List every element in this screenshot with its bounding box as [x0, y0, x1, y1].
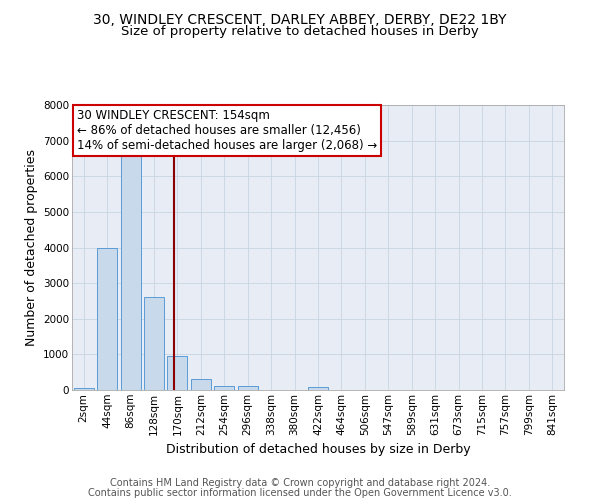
Bar [308, 387, 328, 390]
Text: Contains public sector information licensed under the Open Government Licence v3: Contains public sector information licen… [88, 488, 512, 498]
Bar [214, 386, 234, 390]
Text: 30 WINDLEY CRESCENT: 154sqm
← 86% of detached houses are smaller (12,456)
14% of: 30 WINDLEY CRESCENT: 154sqm ← 86% of det… [77, 110, 377, 152]
Bar [144, 298, 164, 390]
Bar [74, 388, 94, 390]
Bar [121, 155, 140, 390]
Text: 30, WINDLEY CRESCENT, DARLEY ABBEY, DERBY, DE22 1BY: 30, WINDLEY CRESCENT, DARLEY ABBEY, DERB… [93, 12, 507, 26]
Bar [167, 356, 187, 390]
Bar [97, 248, 117, 390]
Bar [191, 380, 211, 390]
Text: Contains HM Land Registry data © Crown copyright and database right 2024.: Contains HM Land Registry data © Crown c… [110, 478, 490, 488]
Text: Size of property relative to detached houses in Derby: Size of property relative to detached ho… [121, 25, 479, 38]
X-axis label: Distribution of detached houses by size in Derby: Distribution of detached houses by size … [166, 443, 470, 456]
Bar [238, 386, 257, 390]
Y-axis label: Number of detached properties: Number of detached properties [25, 149, 38, 346]
